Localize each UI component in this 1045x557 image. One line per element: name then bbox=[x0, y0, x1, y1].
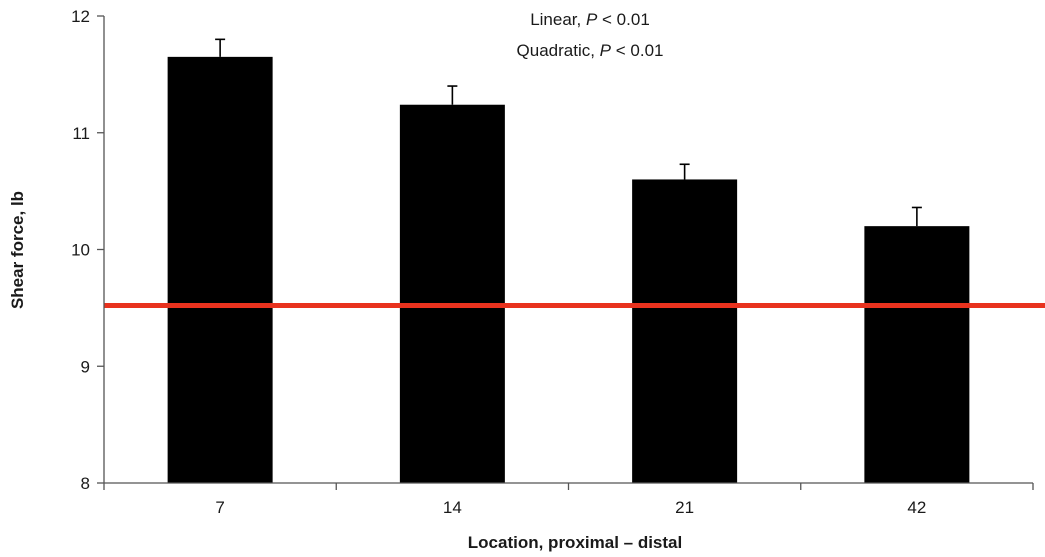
x-axis-title: Location, proximal – distal bbox=[468, 533, 682, 552]
bar bbox=[399, 104, 505, 483]
annotation-quadratic-prefix: Quadratic, bbox=[517, 41, 600, 60]
annotation-linear-suffix: < 0.01 bbox=[597, 10, 649, 29]
y-tick-label: 12 bbox=[71, 7, 90, 26]
annotation-linear-prefix: Linear, bbox=[530, 10, 586, 29]
x-ticks-group: 7 14 21 42 bbox=[103, 483, 1034, 517]
bar bbox=[864, 226, 970, 483]
annotation-linear: Linear, P < 0.01 bbox=[530, 10, 650, 29]
y-tick-label: 10 bbox=[71, 241, 90, 260]
x-tick-label: 14 bbox=[443, 498, 462, 517]
annotation-quadratic-p: P bbox=[600, 41, 612, 60]
x-tick-label: 42 bbox=[907, 498, 926, 517]
annotation-quadratic-suffix: < 0.01 bbox=[611, 41, 663, 60]
annotation-quadratic: Quadratic, P < 0.01 bbox=[517, 41, 664, 60]
bars-group bbox=[167, 56, 970, 484]
x-tick-label: 21 bbox=[675, 498, 694, 517]
y-ticks-group: 8 9 10 11 12 bbox=[71, 7, 104, 493]
x-tick-label: 7 bbox=[215, 498, 224, 517]
y-tick-label: 8 bbox=[81, 474, 90, 493]
y-axis-title: Shear force, lb bbox=[8, 191, 27, 309]
y-tick-label: 9 bbox=[81, 357, 90, 376]
annotation-linear-p: P bbox=[586, 10, 598, 29]
error-bars-group bbox=[215, 38, 922, 227]
bar bbox=[167, 56, 273, 484]
bar bbox=[632, 179, 738, 483]
y-tick-label: 11 bbox=[72, 124, 90, 143]
